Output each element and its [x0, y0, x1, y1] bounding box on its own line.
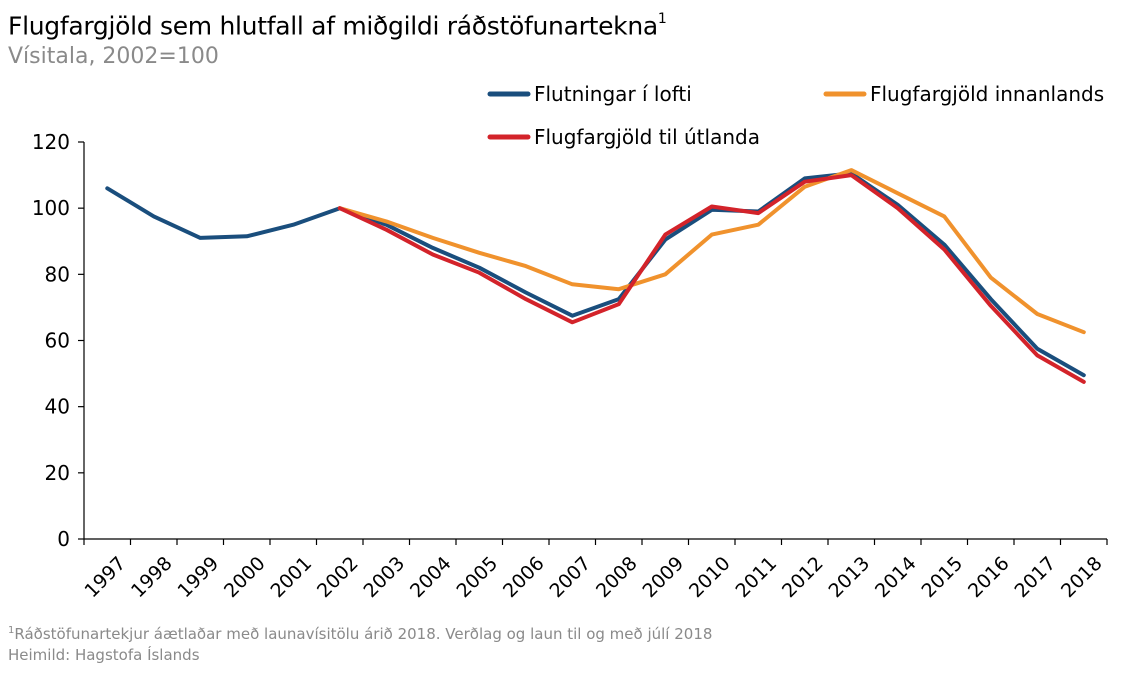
- x-tick-label: 2014: [871, 552, 921, 602]
- x-tick-label: 2013: [824, 552, 874, 602]
- x-tick-label: 2000: [220, 552, 270, 602]
- x-tick-label: 2016: [964, 552, 1014, 602]
- chart-subtitle: Vísitala, 2002=100: [8, 44, 219, 69]
- footnote-marker: 1: [8, 625, 15, 636]
- chart-title: Flugfargjöld sem hlutfall af miðgildi rá…: [8, 4, 667, 43]
- y-tick-label: 60: [45, 329, 70, 353]
- x-tick-label: 2007: [545, 552, 595, 602]
- x-tick-label: 2002: [313, 552, 363, 602]
- y-tick-label: 80: [45, 262, 70, 286]
- x-tick-label: 2018: [1057, 552, 1107, 602]
- series-line: [337, 173, 1086, 384]
- x-tick-label: 1998: [127, 552, 177, 602]
- x-tick-label: 2003: [359, 552, 409, 602]
- series-line: [105, 171, 1086, 378]
- x-tick-label: 1999: [173, 552, 223, 602]
- x-tick-label: 2001: [266, 552, 316, 602]
- line-chart: Flutningar í lofti Flugfargjöld innanland…: [32, 82, 1108, 602]
- y-tick-label: 120: [32, 130, 70, 154]
- x-tick-label: 2012: [778, 552, 828, 602]
- y-tick-label: 40: [45, 395, 70, 419]
- axes: 0204060801001201997199819992000200120022…: [32, 130, 1108, 602]
- x-tick-label: 2008: [592, 552, 642, 602]
- title-footnote-marker: 1: [657, 11, 667, 27]
- y-tick-label: 0: [57, 527, 70, 551]
- x-tick-label: 1997: [80, 552, 130, 602]
- legend: Flutningar í lofti Flugfargjöld innanland…: [487, 82, 1104, 149]
- x-tick-label: 2009: [638, 552, 688, 602]
- x-tick-label: 2005: [452, 552, 502, 602]
- legend-label: Flugfargjöld til útlanda: [534, 125, 760, 149]
- legend-label: Flugfargjöld innanlands: [870, 82, 1104, 106]
- x-tick-label: 2010: [685, 552, 735, 602]
- x-tick-label: 2011: [731, 552, 781, 602]
- x-tick-label: 2004: [406, 552, 456, 602]
- source-note: Heimild: Hagstofa Íslands: [8, 646, 200, 664]
- x-tick-label: 2006: [499, 552, 549, 602]
- series-lines: [105, 168, 1086, 384]
- footnote: 1Ráðstöfunartekjur áætlaðar með launavís…: [8, 621, 712, 644]
- x-tick-label: 2017: [1010, 552, 1060, 602]
- x-tick-label: 2015: [917, 552, 967, 602]
- y-tick-label: 100: [32, 196, 70, 220]
- legend-label: Flutningar í lofti: [534, 82, 692, 106]
- series-line: [337, 168, 1086, 335]
- y-tick-label: 20: [45, 461, 70, 485]
- footnote-text: Ráðstöfunartekjur áætlaðar með launavísi…: [14, 625, 713, 643]
- chart-title-text: Flugfargjöld sem hlutfall af miðgildi rá…: [8, 11, 658, 41]
